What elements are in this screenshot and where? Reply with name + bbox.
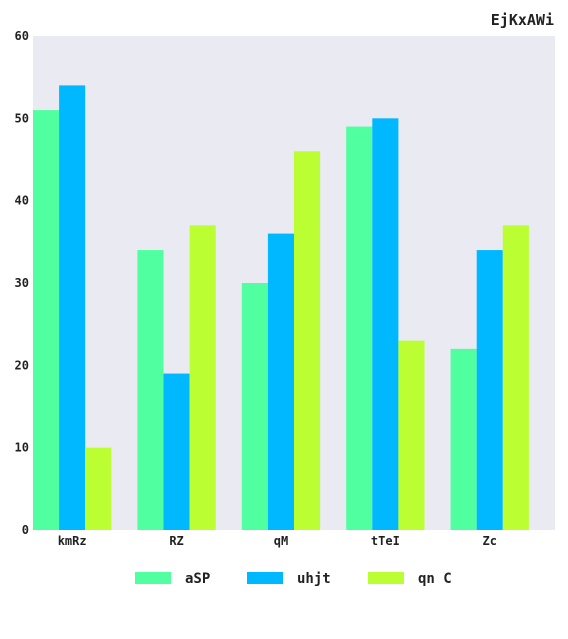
bar-uhjt-kmRz	[59, 85, 86, 531]
bar-uhjt-Zc	[476, 250, 503, 530]
bar-aSP-qM	[241, 283, 268, 530]
x-tick-label: Zc	[483, 534, 497, 548]
bar-aSP-kmRz	[33, 110, 60, 530]
bars	[33, 85, 529, 531]
bar-aSP-tTeI	[346, 126, 373, 530]
legend-swatch	[135, 572, 171, 584]
x-tick-label: kmRz	[58, 534, 87, 548]
chart-title: EjKxAWi	[491, 11, 554, 29]
y-tick-label: 40	[15, 194, 29, 208]
x-tick-label: qM	[274, 534, 288, 548]
x-tick-label: RZ	[169, 534, 183, 548]
bar-uhjt-RZ	[163, 373, 190, 530]
y-tick-label: 50	[15, 111, 29, 125]
legend-label: qn C	[418, 571, 452, 587]
x-tick-label: tTeI	[371, 534, 400, 548]
y-tick-label: 20	[15, 358, 29, 372]
y-tick-label: 0	[22, 523, 29, 537]
bar-aSP-RZ	[137, 250, 164, 530]
bar-uhjt-tTeI	[372, 118, 399, 530]
bar-qn-C-qM	[294, 151, 321, 530]
bar-qn-C-tTeI	[398, 340, 425, 530]
y-tick-label: 60	[15, 29, 29, 43]
legend: aSP uhjt qn C	[135, 571, 452, 587]
bar-qn-C-RZ	[189, 225, 216, 530]
legend-label: aSP	[185, 571, 210, 587]
bar-qn-C-kmRz	[85, 447, 112, 530]
y-tick-label: 10	[15, 441, 29, 455]
x-axis: kmRz RZ qM tTeI Zc	[58, 534, 497, 548]
bar-uhjt-qM	[267, 233, 294, 530]
y-axis: 0 10 20 30 40 50 60	[15, 29, 29, 537]
legend-swatch	[368, 572, 404, 584]
legend-label: uhjt	[297, 571, 331, 587]
legend-swatch	[247, 572, 283, 584]
bar-qn-C-Zc	[502, 225, 529, 530]
y-tick-label: 30	[15, 276, 29, 290]
bar-aSP-Zc	[450, 348, 477, 530]
